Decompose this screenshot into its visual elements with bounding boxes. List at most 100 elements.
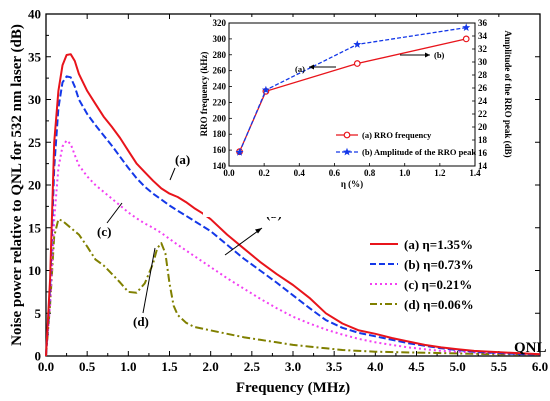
inset-legend-marker-b xyxy=(343,147,351,156)
x-tick-label: 3.0 xyxy=(285,359,301,374)
inset-y-tick-label: 160 xyxy=(213,145,227,155)
inset-y2-tick-label: 26 xyxy=(478,83,488,93)
inset-y2-tick-label: 30 xyxy=(478,57,488,67)
inset-x-tick-label: 1.4 xyxy=(469,168,481,178)
inset-y-axis-label: RRO frequency (kHz) xyxy=(199,52,209,137)
inset-legend-item-a: (a) RRO frequency xyxy=(336,130,432,140)
inset-point-a xyxy=(353,60,361,67)
x-tick-label: 6.0 xyxy=(532,359,548,374)
inset-y-tick-label: 180 xyxy=(213,129,227,139)
inset-annotation-a-arrowhead xyxy=(309,64,314,70)
inset-y-tick-label: 300 xyxy=(213,34,227,44)
inset-point-b xyxy=(261,85,270,94)
legend-label-b: (b) η=0.73% xyxy=(404,257,474,272)
x-tick-label: 0.0 xyxy=(38,359,54,374)
annotation-d-label: (d) xyxy=(133,314,149,329)
inset-y2-tick-label: 22 xyxy=(478,109,488,119)
annotation-a: (a) xyxy=(169,152,190,181)
inset-x-tick-label: 1.2 xyxy=(434,168,446,178)
annotation-a-arrow xyxy=(169,167,176,181)
inset-legend-label-b: (b) Amplitude of the RRO peak xyxy=(362,147,476,157)
x-tick-label: 4.0 xyxy=(367,359,383,374)
inset-y2-tick-label: 32 xyxy=(478,44,488,54)
x-tick-label: 5.0 xyxy=(450,359,466,374)
y-axis-label: Noise power relative to QNL for 532 nm l… xyxy=(9,24,25,346)
series-line-b xyxy=(45,75,540,357)
inset-point-b xyxy=(462,23,471,31)
x-tick-label: 2.5 xyxy=(244,359,261,374)
inset-y-tick-label: 140 xyxy=(213,161,227,171)
inset-point-b xyxy=(353,40,362,48)
x-tick-label: 3.5 xyxy=(326,359,343,374)
y-tick-label: 30 xyxy=(28,92,41,107)
legend-item-b: (b) η=0.73% xyxy=(370,257,474,272)
inset-x-tick-label: 0.0 xyxy=(223,168,235,178)
y-tick-label: 25 xyxy=(28,135,42,150)
inset-x-tick-label: 0.6 xyxy=(329,168,341,178)
annotation-b-arrow xyxy=(224,227,263,256)
inset-y-tick-label: 220 xyxy=(213,97,227,107)
inset-legend-marker-a xyxy=(343,131,351,139)
y-tick-label: 20 xyxy=(28,178,41,193)
inset-legend-label-a: (a) RRO frequency xyxy=(362,130,432,140)
main-legend: (a) η=1.35% (b) η=0.73% (c) η=0.21% (d) … xyxy=(370,237,474,312)
y-tick-label: 0 xyxy=(35,349,42,364)
main-axis-ticks: 0.0 0.5 1.0 1.5 2.0 2.5 3.0 3.5 4.0 4.5 5.0 5.5 6.0 0… xyxy=(28,7,548,375)
x-tick-label: 5.5 xyxy=(491,359,508,374)
inset-y2-tick-label: 24 xyxy=(478,96,488,106)
legend-item-d: (d) η=0.06% xyxy=(370,297,474,312)
legend-item-a: (a) η=1.35% xyxy=(370,237,473,252)
x-tick-label: 4.5 xyxy=(408,359,425,374)
x-axis-label: Frequency (MHz) xyxy=(236,380,350,396)
inset-y2-tick-label: 18 xyxy=(478,135,488,145)
x-tick-label: 1.0 xyxy=(120,359,136,374)
inset-annotation-b: (b) xyxy=(400,50,445,60)
inset-y2-tick-label: 14 xyxy=(478,161,488,171)
annotation-d-arrow xyxy=(142,247,156,314)
inset-y-tick-label: 200 xyxy=(213,113,227,123)
annotation-c: (c) xyxy=(97,202,123,239)
legend-label-c: (c) η=0.21% xyxy=(404,277,472,292)
y-tick-label: 15 xyxy=(28,220,42,235)
x-tick-label: 1.5 xyxy=(161,359,178,374)
inset-series-lines xyxy=(235,23,471,156)
inset-x-tick-label: 0.4 xyxy=(294,168,306,178)
inset-x-tick-label: 0.2 xyxy=(259,168,271,178)
series-line-a xyxy=(45,53,541,357)
inset-point-b xyxy=(235,148,244,156)
inset-annotation-b-arrowhead xyxy=(425,52,430,58)
annotation-b-arrowhead xyxy=(255,228,262,234)
inset-y-tick-label: 240 xyxy=(213,82,227,92)
inset-y2-tick-label: 28 xyxy=(478,70,488,80)
annotation-c-arrow xyxy=(106,202,123,224)
annotation-c-label: (c) xyxy=(97,224,111,239)
inset-y2-axis-label: Amplitude of the RRO peak (dB) xyxy=(503,30,513,157)
annotation-d: (d) xyxy=(133,247,156,329)
inset-y2-tick-label: 36 xyxy=(478,18,488,28)
inset-x-tick-label: 0.8 xyxy=(364,168,376,178)
legend-label-a: (a) η=1.35% xyxy=(404,237,473,252)
inset-y-tick-label: 280 xyxy=(213,50,227,60)
inset-legend-item-b: (b) Amplitude of the RRO peak xyxy=(336,147,476,157)
inset-plot-frame xyxy=(228,22,476,167)
inset-axis-ticks: 0.0 0.2 0.4 0.6 0.8 1.0 1.2 1.4 140 160 180 200 220 2… xyxy=(213,18,488,178)
legend-label-d: (d) η=0.06% xyxy=(404,297,474,312)
inset-series-line-b xyxy=(238,26,467,153)
inset-x-tick-label: 1.0 xyxy=(399,168,411,178)
inset-annotation-a-label: (a) xyxy=(295,64,305,74)
inset-chart: 0.0 0.2 0.4 0.6 0.8 1.0 1.2 1.4 140 160 180 200 220 2… xyxy=(199,17,513,217)
inset-x-axis-label: η (%) xyxy=(341,179,363,189)
legend-item-c: (c) η=0.21% xyxy=(370,277,472,292)
y-tick-label: 40 xyxy=(28,7,41,22)
inset-y2-tick-label: 34 xyxy=(478,31,488,41)
inset-point-a xyxy=(462,35,470,43)
x-tick-label: 0.5 xyxy=(79,359,96,374)
y-tick-label: 35 xyxy=(28,49,42,64)
inset-y-tick-label: 260 xyxy=(213,66,227,76)
inset-y2-tick-label: 20 xyxy=(478,122,488,132)
inset-annotation-a: (a) xyxy=(295,64,336,74)
inset-annotation-b-label: (b) xyxy=(434,50,445,60)
y-tick-label: 10 xyxy=(28,263,41,278)
inset-y2-tick-label: 16 xyxy=(478,148,488,158)
